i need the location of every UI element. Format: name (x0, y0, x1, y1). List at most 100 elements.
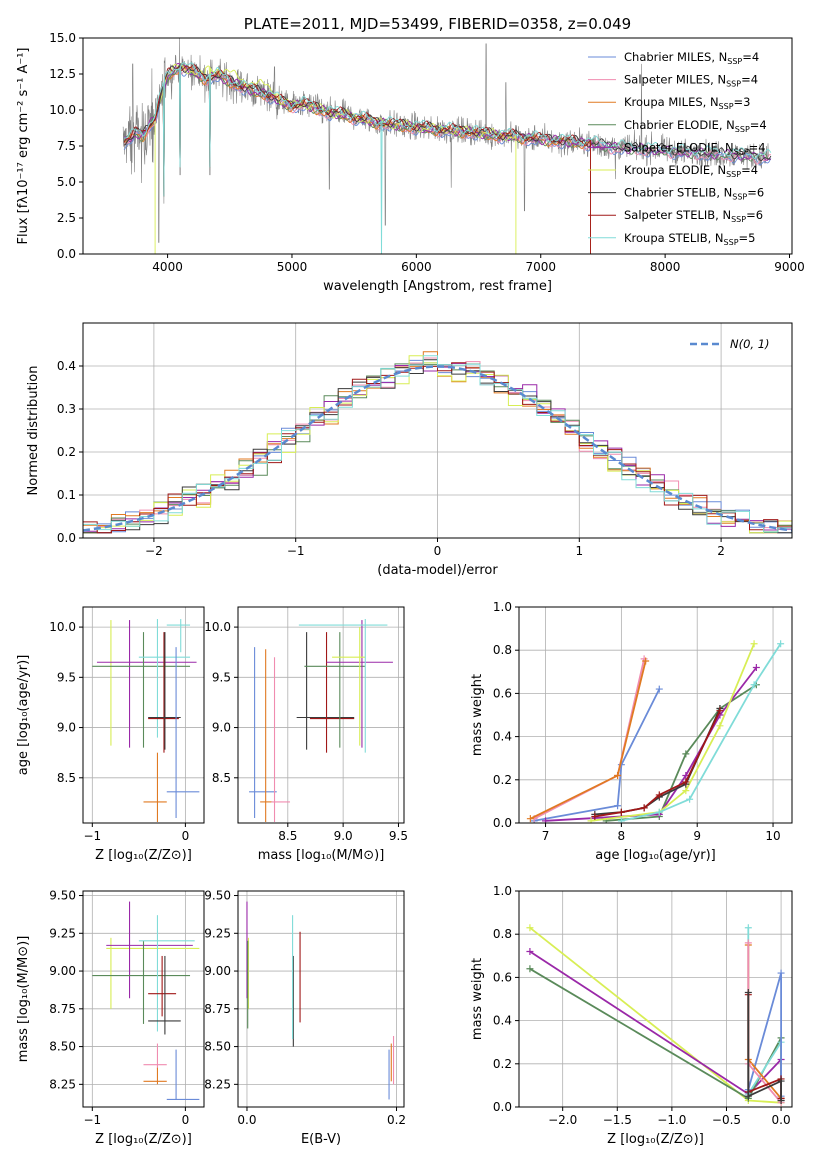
series-kroupa-elodie (526, 924, 785, 1107)
y-tick-label: 0.0 (493, 1100, 512, 1114)
plot-area (526, 640, 785, 823)
errorbar-point (249, 647, 277, 818)
series-marker (655, 808, 663, 816)
x-tick-label: 4000 (152, 260, 183, 274)
legend-label: Kroupa ELODIE, NSSP=4 (624, 163, 758, 179)
series-marker (777, 1077, 785, 1085)
x-tick-label: 1 (575, 544, 583, 558)
x-tick-label: 0.0 (772, 1113, 791, 1127)
plot-area (92, 619, 200, 822)
y-tick-label: 0.1 (57, 488, 76, 502)
plot-area (83, 351, 792, 534)
y-tick-label: 0.2 (493, 773, 512, 787)
x-tick-label: 7000 (525, 260, 556, 274)
legend-label-text: Salpeter STELIB, N (624, 208, 731, 222)
series-chabrier-stelib (591, 705, 724, 818)
legend-label: Chabrier STELIB, NSSP=6 (624, 186, 764, 202)
errorbar-point (166, 647, 200, 818)
panel-spectrum: 4000 5000 6000 7000 8000 9000 0.0 2.5 5.0 7.5 10.0… (16, 15, 805, 294)
series-marker (587, 817, 595, 823)
panel-age_vs_mass: 8.5 9.0 9.5 8.5 9.0 9.5 10.0 mass [log₁₀(M/M⊙)] (204, 606, 408, 863)
legend-label-text: Chabrier MILES, N (624, 50, 727, 64)
errorbar-point (304, 632, 366, 748)
plot-area (122, 38, 772, 254)
plot-area (249, 619, 393, 822)
y-tick-label: 2.5 (57, 211, 76, 225)
x-tick-label: 8 (618, 829, 626, 843)
y-tick-label: 10.0 (49, 103, 76, 117)
series-marker (614, 802, 622, 810)
series-marker (655, 685, 663, 693)
legend-label-tail: =5 (739, 231, 756, 245)
model-spectrum-chabrier-miles (123, 70, 772, 197)
series-chabrier-elodie (526, 965, 785, 1105)
histogram-kroupa-stelib (83, 355, 792, 534)
x-tick-label: 0 (182, 829, 190, 843)
series-marker (542, 817, 550, 823)
errorbar-point (143, 1067, 167, 1085)
x-tick-label: 0.0 (237, 1113, 256, 1127)
panel-age_vs_Z: −1 0 8.5 9.0 9.5 10.0 Z [log₁₀(Z/Z⊙)] age [log₁… (16, 606, 205, 863)
y-axis-label: mass weight (470, 674, 485, 756)
legend-label-sub: SSP (727, 57, 742, 66)
errorbar-point (332, 627, 366, 746)
series-marker (526, 965, 534, 973)
errorbar-point (148, 955, 181, 1035)
legend-label-tail: =4 (741, 73, 758, 87)
x-tick-label: −0.5 (712, 1113, 741, 1127)
series-marker (777, 1097, 785, 1105)
axes-frame (518, 890, 793, 1108)
y-tick-label: 0.2 (57, 445, 76, 459)
y-tick-label: 8.75 (204, 1002, 231, 1016)
y-axis-label: mass [log₁₀(M/M⊙)] (16, 936, 31, 1063)
x-tick-label: 5000 (277, 260, 308, 274)
axes-frame (237, 890, 405, 1108)
x-tick-label: 6000 (401, 260, 432, 274)
legend-label-sub: SSP (735, 125, 750, 134)
y-tick-label: 8.25 (49, 1077, 76, 1091)
legend-label-tail: =3 (734, 95, 751, 109)
legend-label-text: Salpeter ELODIE, N (624, 140, 734, 154)
y-tick-label: 9.5 (57, 670, 76, 684)
errorbar-point (138, 915, 195, 1032)
y-tick-label: 9.25 (204, 926, 231, 940)
series-marker (716, 722, 724, 730)
axes-frame (518, 606, 793, 824)
series-marker (526, 924, 534, 932)
y-tick-label: 0.8 (493, 643, 512, 657)
x-tick-label: 2 (717, 544, 725, 558)
y-tick-label: 0.4 (493, 730, 512, 744)
y-tick-label: 0.0 (57, 531, 76, 545)
series-kroupa-stelib (617, 640, 785, 823)
y-tick-label: 0.0 (493, 816, 512, 830)
y-tick-label: 15.0 (49, 31, 76, 45)
errorbar-point (309, 632, 355, 753)
y-tick-label: 9.25 (49, 926, 76, 940)
x-axis-label: E(B-V) (301, 1132, 341, 1147)
legend-label: Salpeter MILES, NSSP=4 (624, 73, 758, 89)
x-tick-label: 0.2 (387, 1113, 406, 1127)
legend-label: N(0, 1) (730, 337, 770, 351)
y-tick-label: 9.00 (204, 964, 231, 978)
panel-massweight_vs_age: 7 8 9 10 0.0 0.2 0.4 0.6 0.8 1.0 age [log₁₀(age/yr… (470, 600, 793, 863)
x-tick-label: 8.5 (278, 829, 297, 843)
legend-label: Salpeter STELIB, NSSP=6 (624, 208, 763, 224)
y-tick-label: 0.4 (57, 359, 76, 373)
errorbar-point (148, 955, 177, 1017)
x-tick-label: 7 (542, 829, 550, 843)
legend-label: Kroupa STELIB, NSSP=5 (624, 231, 755, 247)
series-marker (744, 989, 752, 997)
legend-label-sub: SSP (726, 80, 741, 89)
series-marker (642, 657, 650, 665)
errorbar-point (148, 632, 179, 753)
chart-title: PLATE=2011, MJD=53499, FIBERID=0358, z=0… (244, 15, 631, 33)
panel-massweight_vs_Z: −2.0 −1.5 −1.0 −0.5 0.0 0.0 0.2 0.4 0.6 0.8 1.0 Z [… (470, 884, 793, 1147)
series-marker (716, 707, 724, 715)
errorbar-point (166, 1049, 200, 1100)
x-axis-label: Z [log₁₀(Z/Z⊙)] (607, 1132, 704, 1147)
x-axis-label: age [log₁₀(age/yr)] (595, 848, 716, 863)
series-marker (526, 947, 534, 955)
legend-label-sub: SSP (731, 215, 746, 224)
errorbar-point (143, 1043, 167, 1070)
series-marker (682, 750, 690, 758)
